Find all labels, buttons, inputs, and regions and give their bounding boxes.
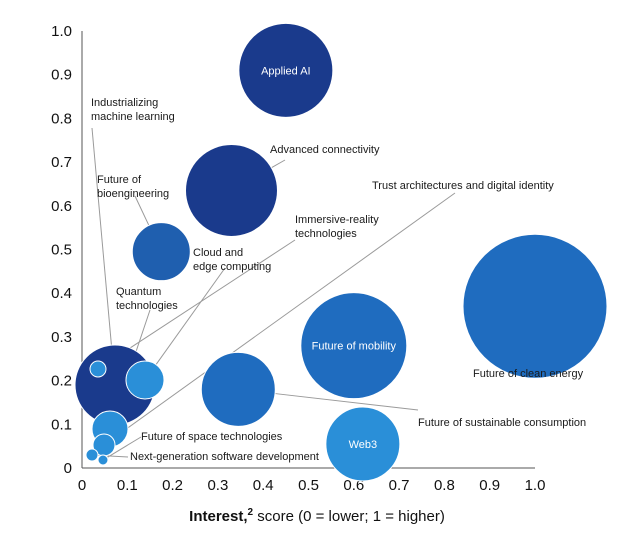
- bubble: Future of mobility: [300, 292, 408, 400]
- bubble: [184, 144, 278, 238]
- y-tick-label: 0.3: [51, 329, 72, 346]
- x-tick-label: 0.4: [253, 477, 274, 494]
- y-tick-label: 0.9: [51, 67, 72, 84]
- bubble: Applied AI: [238, 22, 334, 118]
- leader-line: [112, 192, 456, 439]
- bubble-circle: [125, 360, 165, 400]
- x-tick-label: 0.7: [389, 477, 410, 494]
- bubble-inner-label: Applied AI: [261, 65, 311, 77]
- annotation-line2: technologies: [295, 228, 357, 240]
- annotation: Future of clean energy: [473, 368, 584, 380]
- bubble-circle: [85, 448, 99, 462]
- annotation-line1: Future of sustainable consumption: [418, 417, 586, 429]
- bubble: [125, 360, 165, 400]
- bubble-circle: [238, 22, 334, 118]
- annotation-line2: machine learning: [91, 111, 175, 123]
- annotation-line1: Future of space technologies: [141, 431, 283, 443]
- bubble-circle: [131, 222, 191, 282]
- y-tick-label: 0.8: [51, 110, 72, 127]
- x-axis-title-bold: Interest,: [189, 508, 247, 525]
- x-tick-label: 0.8: [434, 477, 455, 494]
- bubbles: Applied AI Future of mobility Web3: [74, 22, 608, 482]
- bubble: [97, 454, 109, 466]
- annotation: Trust architectures and digital identity: [372, 180, 554, 192]
- x-tick-labels: 0 0.1 0.2 0.3 0.4 0.5 0.6 0.7 0.8 0.9 1.0: [78, 477, 546, 494]
- annotation: Quantum technologies: [116, 286, 178, 312]
- annotation: Advanced connectivity: [270, 144, 380, 156]
- x-tick-label: 0: [78, 477, 86, 494]
- x-tick-label: 0.9: [479, 477, 500, 494]
- annotation-line1: Future of: [97, 174, 142, 186]
- annotation: Next-generation software development: [130, 451, 319, 463]
- x-axis-title-rest: score (0 = lower; 1 = higher): [253, 508, 445, 525]
- y-tick-label: 0: [64, 460, 72, 477]
- y-tick-label: 0.5: [51, 242, 72, 259]
- x-tick-label: 1.0: [525, 477, 546, 494]
- annotation: Future of sustainable consumption: [418, 417, 586, 429]
- annotation-line1: Advanced connectivity: [270, 144, 380, 156]
- bubble-circle: [184, 144, 278, 238]
- y-tick-labels: 0 0.1 0.2 0.3 0.4 0.5 0.6 0.7 0.8 0.9 1.0: [51, 23, 72, 477]
- leader-line: [104, 239, 296, 366]
- annotation-line1: Quantum: [116, 286, 161, 298]
- annotation: Future of bioengineering: [97, 174, 169, 200]
- annotation: Future of space technologies: [141, 431, 283, 443]
- annotation: Industrializing machine learning: [91, 97, 175, 123]
- y-tick-label: 0.1: [51, 416, 72, 433]
- annotation-line1: Next-generation software development: [130, 451, 319, 463]
- leader-line: [155, 267, 226, 365]
- x-tick-label: 0.1: [117, 477, 138, 494]
- y-tick-label: 0.2: [51, 373, 72, 390]
- bubble-inner-label: Web3: [349, 439, 378, 451]
- bubble-circle: [300, 292, 408, 400]
- y-tick-label: 0.4: [51, 285, 72, 302]
- leader-line: [107, 436, 142, 458]
- annotation-line1: Cloud and: [193, 247, 243, 259]
- annotation-line2: edge computing: [193, 261, 271, 273]
- bubble-circle: [89, 360, 107, 378]
- bubble-inner-label: Future of mobility: [312, 341, 397, 353]
- y-tick-label: 0.7: [51, 154, 72, 171]
- leader-line: [91, 127, 112, 346]
- annotation-line1: Future of clean energy: [473, 368, 584, 380]
- x-tick-label: 0.5: [298, 477, 319, 494]
- bubble: Web3: [325, 406, 401, 482]
- x-tick-label: 0.3: [207, 477, 228, 494]
- annotation-line2: bioengineering: [97, 188, 169, 200]
- annotation-line1: Industrializing: [91, 97, 158, 109]
- bubble: [131, 222, 191, 282]
- bubble: [200, 351, 276, 427]
- annotation-labels: Industrializing machine learning Future of…: [91, 97, 586, 463]
- x-tick-label: 0.2: [162, 477, 183, 494]
- bubble-circle: [325, 406, 401, 482]
- leader-line: [274, 393, 419, 411]
- annotation: Immersive-reality technologies: [295, 214, 379, 240]
- y-tick-label: 0.6: [51, 198, 72, 215]
- y-tick-label: 1.0: [51, 23, 72, 40]
- annotation-line1: Immersive-reality: [295, 214, 379, 226]
- leader-line: [271, 159, 286, 169]
- annotation: Cloud and edge computing: [193, 247, 271, 273]
- bubble-circle: [97, 454, 109, 466]
- bubble: [462, 233, 608, 379]
- bubble: [85, 448, 99, 462]
- annotation-line1: Trust architectures and digital identity: [372, 180, 554, 192]
- bubble-circle: [462, 233, 608, 379]
- x-axis-title: Interest,2 score (0 = lower; 1 = higher): [189, 507, 445, 525]
- bubble-circle: [200, 351, 276, 427]
- bubble: [89, 360, 107, 378]
- x-axis-title-sup: 2: [248, 507, 254, 518]
- leader-line: [134, 195, 150, 226]
- annotation-line2: technologies: [116, 300, 178, 312]
